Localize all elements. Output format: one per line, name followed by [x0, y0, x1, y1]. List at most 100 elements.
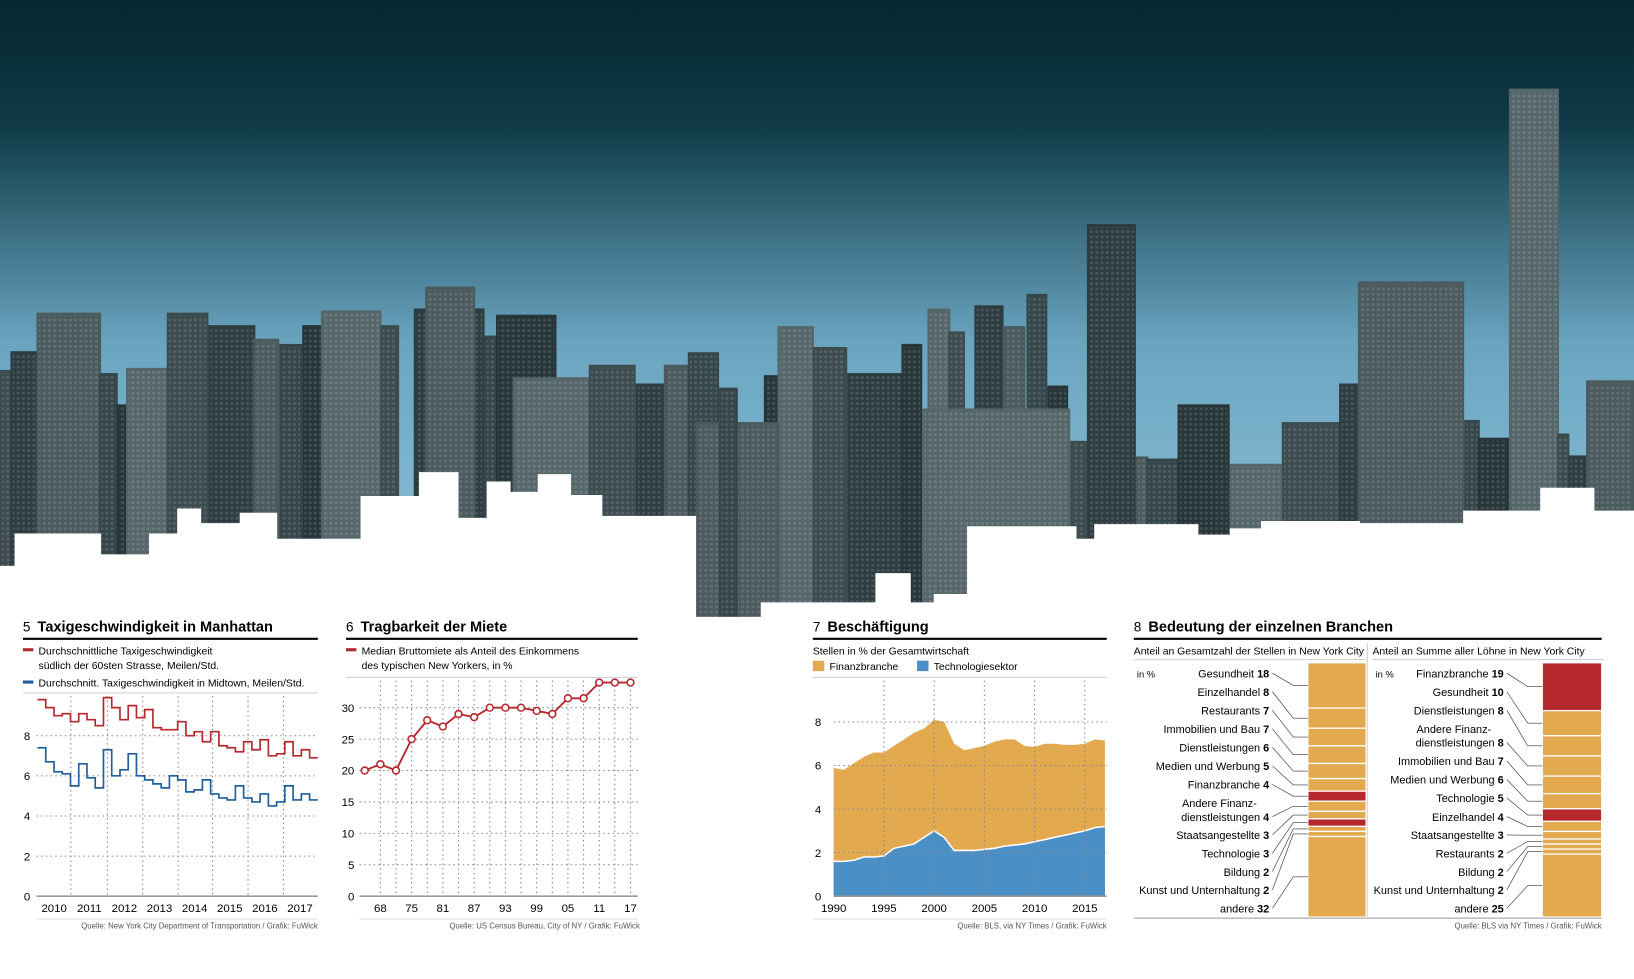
segment-label: Staatsangestellte 3	[1176, 830, 1269, 842]
leader-line	[1507, 692, 1542, 723]
leader-line	[1507, 817, 1542, 827]
leader-line	[1507, 761, 1542, 785]
leader-line	[1272, 766, 1307, 785]
y-tick-label: 6	[815, 761, 821, 773]
legend-swatch-finance	[813, 661, 824, 671]
chart-title: Taxigeschwindigkeit in Manhattan	[38, 620, 273, 636]
y-tick-label: 2	[815, 848, 821, 860]
panel-wages: Anteil an Summe aller Löhne in New York …	[1372, 646, 1603, 917]
y-tick-label: 4	[815, 804, 822, 816]
data-point	[377, 761, 384, 768]
segment-label: Einzelhandel 4	[1432, 812, 1505, 824]
segment-label: Einzelhandel 8	[1197, 687, 1269, 699]
y-tick-label: 4	[24, 811, 31, 823]
x-tick-label: 1990	[821, 903, 846, 915]
legend-label: Technologiesektor	[934, 662, 1018, 673]
bar-segment	[1542, 756, 1601, 776]
y-tick-label: 10	[342, 829, 355, 841]
segment-label: Gesundheit 10	[1433, 687, 1504, 699]
y-tick-label: 0	[348, 891, 354, 903]
bar-segment	[1308, 801, 1366, 811]
y-tick-label: 20	[342, 766, 355, 778]
segment-label: Technologie 5	[1436, 793, 1504, 805]
y-tick-label: 25	[342, 734, 355, 746]
chart-number: 7	[813, 620, 821, 635]
x-tick-label: 75	[405, 903, 418, 915]
bar-segment	[1542, 831, 1601, 839]
chart-number: 6	[346, 620, 354, 635]
y-tick-label: 5	[348, 860, 354, 872]
bar-segment	[1308, 836, 1366, 917]
x-tick-label: 2016	[252, 903, 277, 915]
data-point	[471, 714, 478, 721]
y-tick-label: 15	[342, 797, 355, 809]
bar-segment	[1542, 736, 1601, 756]
panel-heading: Anteil an Summe aller Löhne in New York …	[1372, 646, 1585, 657]
x-tick-label: 68	[374, 903, 387, 915]
segment-label: Immobilien und Bau 7	[1398, 756, 1504, 768]
x-tick-label: 2000	[921, 903, 946, 915]
leader-line	[1272, 877, 1307, 909]
leader-line	[1272, 829, 1307, 872]
x-tick-label: 2014	[182, 903, 208, 915]
bar-segment	[1308, 728, 1366, 746]
source-note: Quelle: BLS, via NY Times / Grafik: FuWi…	[957, 922, 1106, 931]
x-tick-label: 2017	[287, 903, 312, 915]
chart-subtitle: Stellen in % der Gesamtwirtschaft	[813, 646, 969, 657]
x-tick-label: 2010	[41, 903, 66, 915]
bar-segment	[1542, 663, 1601, 711]
leader-line	[1272, 784, 1307, 796]
bar-segment	[1308, 811, 1366, 819]
x-tick-label: 2012	[112, 903, 137, 915]
leader-line	[1272, 673, 1307, 685]
data-point	[424, 717, 431, 724]
bar-segment	[1308, 779, 1366, 792]
segment-label: Kunst und Unternhaltung 2	[1374, 885, 1504, 897]
bar-segment	[1542, 854, 1601, 917]
data-point	[549, 711, 556, 718]
leader-line	[1507, 852, 1542, 890]
leader-line	[1507, 710, 1542, 746]
y-tick-label: 0	[24, 891, 30, 903]
x-tick-label: 2011	[77, 903, 102, 915]
segment-label: Dienstleistungen 8	[1414, 705, 1504, 717]
legend-label: Median Bruttomiete als Anteil des Einkom…	[362, 646, 579, 657]
bar-segment	[1542, 821, 1601, 831]
segment-label: Kunst und Unternhaltung 2	[1139, 885, 1269, 897]
data-point	[611, 679, 618, 686]
segment-label: Dienstleistungen 6	[1179, 743, 1269, 755]
x-tick-label: 2010	[1022, 903, 1047, 915]
segment-label: Restaurants 7	[1201, 705, 1269, 717]
bar-segment	[1308, 746, 1366, 764]
segment-label: dienstleistungen 8	[1416, 738, 1504, 750]
x-tick-label: 1995	[871, 903, 896, 915]
segment-label: andere 32	[1220, 903, 1269, 915]
legend-label: des typischen New Yorkers, in %	[362, 661, 513, 672]
legend-label: Durchschnitt. Taxigeschwindigkeit in Mid…	[39, 679, 305, 690]
chart-number: 8	[1134, 620, 1142, 635]
legend-swatch-red	[346, 648, 356, 651]
legend-swatch-red	[23, 648, 33, 651]
segment-label: Staatsangestellte 3	[1411, 830, 1504, 842]
unit-label: in %	[1376, 669, 1394, 679]
data-point	[580, 695, 587, 702]
legend-swatch-blue	[23, 680, 33, 683]
bar-segment	[1542, 849, 1601, 854]
source-note: Quelle: US Census Bureau, City of NY / G…	[449, 922, 640, 931]
bar-segment	[1542, 711, 1601, 736]
x-tick-label: 99	[530, 903, 543, 915]
bar-segment	[1542, 809, 1601, 822]
segment-label: Medien und Werbung 5	[1156, 761, 1270, 773]
bar-segment	[1308, 763, 1366, 778]
bar-segment	[1542, 839, 1601, 844]
segment-label: Technologie 3	[1202, 848, 1270, 860]
leader-line	[1507, 673, 1542, 686]
segment-label: Finanzbranche 4	[1188, 780, 1270, 792]
data-point	[408, 736, 415, 743]
bar-segment	[1308, 831, 1366, 836]
panel-heading: Anteil an Gesamtzahl der Stellen in New …	[1134, 646, 1365, 657]
data-point	[627, 679, 634, 686]
